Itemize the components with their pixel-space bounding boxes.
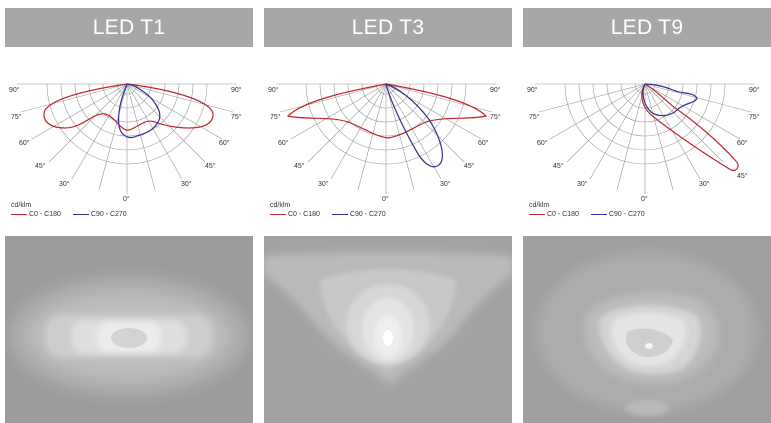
column-led-t9: LED T9 — [523, 0, 771, 423]
angle-label: 90° — [490, 86, 501, 94]
polar-diagram: 90° 75° 60° 45° 30° 90° 75° 60° 45° 30° … — [523, 70, 771, 230]
angle-label: 75° — [11, 113, 22, 121]
angle-label: 30° — [181, 180, 192, 188]
curve-c0-c180 — [43, 83, 214, 131]
legend-label: C0 - C180 — [547, 211, 579, 218]
legend-swatch — [331, 214, 348, 215]
legend-item: C0 - C180 — [11, 211, 61, 218]
polar-grid — [276, 83, 496, 194]
polar-diagram: 90° 75° 60° 45° 30° 90° 75° 60° 45° 30° … — [5, 70, 253, 230]
unit-label: cd/klm — [529, 202, 550, 209]
legend-label: C0 - C180 — [29, 211, 61, 218]
legend-swatch — [270, 214, 286, 215]
angle-label: 45° — [464, 162, 475, 170]
legend: C0 - C180 C90 - C270 — [529, 211, 645, 218]
angle-label: 0° — [641, 195, 648, 203]
legend: C0 - C180 C90 - C270 — [11, 211, 127, 218]
legend: C0 - C180 C90 - C270 — [270, 211, 386, 218]
angle-label: 60° — [478, 139, 489, 147]
column-led-t3: LED T3 — [264, 0, 512, 423]
legend-label: C0 - C180 — [288, 211, 320, 218]
angle-label: 0° — [382, 195, 389, 203]
angle-label: 30° — [318, 180, 329, 188]
light-distribution-image — [523, 236, 771, 423]
column-title: LED T3 — [264, 8, 512, 47]
legend-item: C0 - C180 — [529, 211, 579, 218]
polar-grid — [17, 83, 237, 194]
legend-item: C0 - C180 — [270, 211, 320, 218]
angle-label: 90° — [268, 86, 279, 94]
light-distribution-image — [264, 236, 512, 423]
angle-label: 75° — [529, 113, 540, 121]
angle-label: 60° — [737, 139, 748, 147]
polar-chart: 90° 75° 60° 45° 30° 90° 75° 60° 45° 30° … — [9, 83, 242, 203]
legend-swatch — [11, 214, 27, 215]
angle-label: 75° — [749, 113, 760, 121]
angle-label: 75° — [490, 113, 501, 121]
polar-grid — [535, 83, 755, 194]
angle-label: 45° — [35, 162, 46, 170]
isolux-plot — [5, 236, 253, 423]
angle-label: 90° — [9, 86, 20, 94]
angle-label: 30° — [577, 180, 588, 188]
curve-c0-c180 — [641, 83, 739, 171]
angle-label: 30° — [59, 180, 70, 188]
curve-c90-c270 — [385, 83, 443, 168]
curve-c90-c270 — [642, 83, 698, 117]
angle-label: 45° — [205, 162, 216, 170]
isolux-plot — [523, 236, 771, 423]
legend-item: C90 - C270 — [331, 211, 386, 218]
legend-label: C90 - C270 — [608, 211, 645, 218]
curve-c0-c180 — [286, 83, 488, 139]
angle-label: 90° — [527, 86, 538, 94]
angle-label: 30° — [440, 180, 451, 188]
angle-label: 75° — [231, 113, 242, 121]
legend-swatch — [590, 214, 607, 215]
isolux-plot — [264, 236, 512, 423]
legend-swatch — [529, 214, 545, 215]
angle-label: 60° — [19, 139, 30, 147]
angle-label: 90° — [231, 86, 242, 94]
angle-label: 60° — [537, 139, 548, 147]
unit-label: cd/klm — [270, 202, 291, 209]
column-led-t1: LED T1 — [5, 0, 253, 423]
unit-label: cd/klm — [11, 202, 32, 209]
angle-label: 60° — [219, 139, 230, 147]
angle-label: 45° — [553, 162, 564, 170]
angle-label: 90° — [749, 86, 760, 94]
polar-chart: 90° 75° 60° 45° 30° 90° 75° 60° 45° 30° … — [527, 83, 760, 203]
angle-label: 0° — [123, 195, 130, 203]
column-title: LED T9 — [523, 8, 771, 47]
angle-label: 45° — [737, 172, 748, 180]
curve-c90-c270 — [118, 83, 161, 139]
angle-label: 30° — [699, 180, 710, 188]
legend-item: C90 - C270 — [590, 211, 645, 218]
legend-label: C90 - C270 — [90, 211, 127, 218]
angle-label: 75° — [270, 113, 281, 121]
column-title: LED T1 — [5, 8, 253, 47]
legend-swatch — [72, 214, 89, 215]
legend-item: C90 - C270 — [72, 211, 127, 218]
angle-label: 45° — [294, 162, 305, 170]
polar-chart: 90° 75° 60° 45° 30° 90° 75° 60° 45° 30° … — [268, 83, 501, 203]
polar-diagram: 90° 75° 60° 45° 30° 90° 75° 60° 45° 30° … — [264, 70, 512, 230]
angle-label: 60° — [278, 139, 289, 147]
legend-label: C90 - C270 — [349, 211, 386, 218]
light-distribution-image — [5, 236, 253, 423]
